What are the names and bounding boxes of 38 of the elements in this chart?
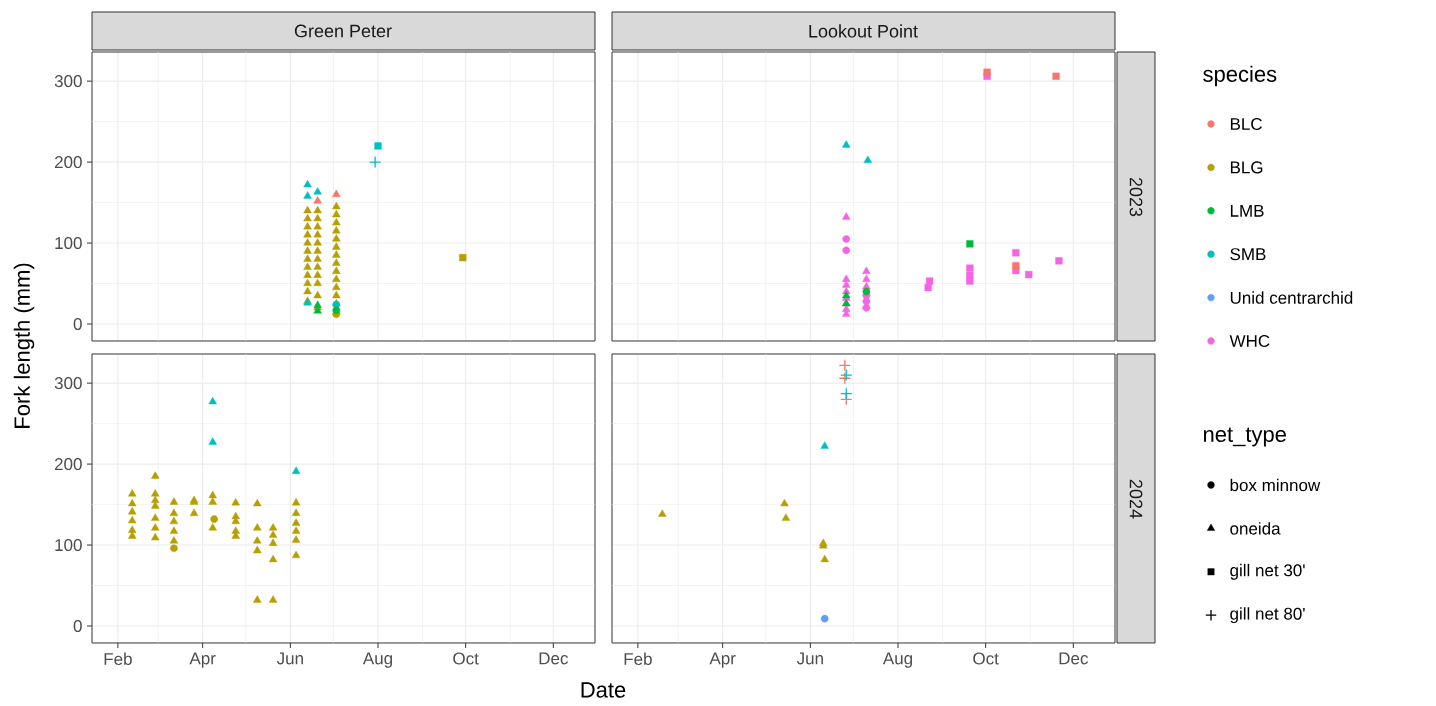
x-tick-label: Apr [709,652,736,668]
y-tick-label: 200 [54,458,82,471]
legend-label: oneida [1230,522,1281,535]
legend-label: Unid centrarchid [1230,291,1353,304]
y-tick-label: 0 [73,619,82,633]
x-tick-label: Feb [104,652,132,666]
y-tick-label: 100 [55,237,82,250]
legend-label: WHC [1229,334,1270,348]
x-tick-label: Aug [362,652,393,668]
legend-label: gill net 80' [1230,607,1305,624]
x-tick-label: Aug [882,652,913,668]
x-tick-label: Jun [276,652,303,665]
legend-label: LMB [1230,204,1264,217]
legend-label: SMB [1230,248,1266,261]
legend-title: species [1203,65,1277,87]
legend-label: box minnow [1230,478,1321,492]
chart-title: Lookout Point [809,24,918,38]
x-tick-label: Apr [189,652,216,668]
x-tick-label: Oct [453,652,479,665]
y-tick-label: 300 [54,75,82,88]
legend-title: net_type [1204,427,1286,447]
x-tick-label: Dec [539,652,568,665]
x-tick-label: Feb [624,652,652,666]
x-axis-title: Date [581,682,626,698]
legend-label: BLG [1230,161,1263,174]
y-tick-label: 300 [54,377,82,390]
y-tick-label: 100 [55,539,82,552]
y-axis-title: Fork length (mm) [13,263,35,428]
x-tick-label: Dec [1059,652,1088,665]
text: 2023 [1129,177,1143,217]
y-tick-label: 0 [73,317,82,331]
text: 2024 [1129,479,1143,519]
legend-label: gill net 30' [1230,563,1305,580]
x-tick-label: Oct [973,652,999,665]
x-tick-label: Jun [796,652,823,665]
chart-title: Green Peter [294,24,392,38]
legend-label: BLC [1230,117,1262,131]
y-tick-label: 200 [54,156,82,169]
